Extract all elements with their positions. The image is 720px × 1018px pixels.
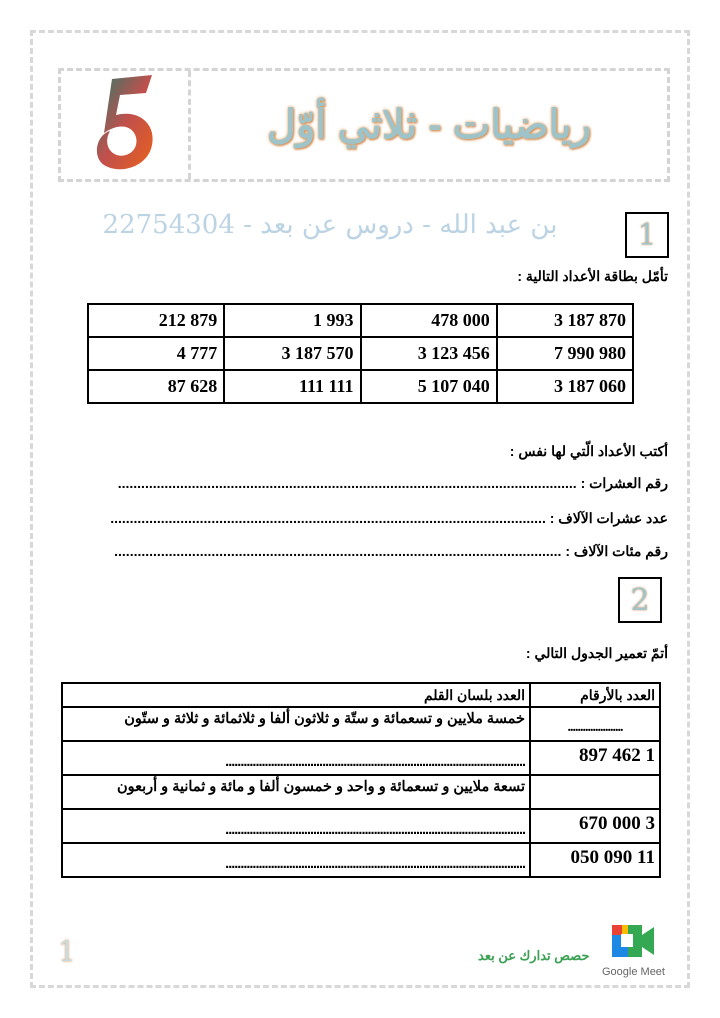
fill-line-ten-thousands-count[interactable]: عدد عشرات الآلاف : .....................… (110, 510, 668, 527)
words-cell: خمسة ملايين و تسعمائة و ستّة و ثلاثون أل… (61, 706, 531, 742)
table-row: 212 879 1 993 478 000 3 187 870 (86, 303, 635, 338)
page-title: رياضيات - ثلاثي أوّل (266, 103, 592, 147)
exercise-1-prompt: أكتب الأعداد الّتي لها نفس : (509, 443, 668, 459)
table-row: 1 462 897 ..............................… (61, 740, 661, 776)
answer-dots: ........................................… (114, 543, 562, 559)
digits-input[interactable]: ...................... (529, 706, 661, 742)
number-five-logo-icon (96, 75, 153, 170)
table-cell: 3 187 060 (495, 369, 635, 404)
exercise-2-number: 2 (618, 577, 662, 623)
header-words: العدد بلسان القلم (61, 682, 531, 708)
table-row: 87 628 111 111 5 107 040 3 187 060 (86, 369, 635, 404)
digits-cell: 3 000 670 (529, 808, 661, 844)
watermark: بن عبد الله - دروس عن بعد - 22754304 (102, 210, 558, 240)
title-cell: رياضيات - ثلاثي أوّل (191, 71, 667, 179)
exercise-1-number: 1 (625, 212, 669, 258)
line-label: رقم مئات الآلاف : (565, 543, 668, 559)
table-cell: 3 123 456 (359, 336, 498, 371)
fill-line-tens-digit[interactable]: رقم العشرات : ..........................… (118, 475, 668, 492)
table-cell: 4 777 (86, 336, 226, 371)
table-header-row: العدد بالأرقام العدد بلسان القلم (61, 682, 661, 708)
exercise-2-instruction: أتمّ تعمير الجدول التالي : (525, 645, 668, 661)
table-cell: 3 187 570 (223, 336, 362, 371)
logo-cell (61, 71, 191, 179)
exercise-1-instruction: تأمّل بطاقة الأعداد التالية : (517, 268, 668, 284)
table-cell: 111 111 (223, 369, 362, 404)
table-cell: 478 000 (359, 303, 498, 338)
line-label: عدد عشرات الآلاف : (549, 510, 668, 526)
table-row: تسعة ملايين و تسعمائة و واحد و خمسون ألف… (61, 774, 661, 810)
table-row: 11 090 050 .............................… (61, 842, 661, 878)
table-cell: 212 879 (86, 303, 226, 338)
page-number: 1 (58, 935, 76, 968)
google-meet-label: Google Meet (602, 966, 665, 978)
header: رياضيات - ثلاثي أوّل (58, 68, 670, 182)
number-cards-table: 212 879 1 993 478 000 3 187 870 4 777 3 … (86, 303, 635, 404)
line-label: رقم العشرات : (580, 475, 668, 491)
words-cell: تسعة ملايين و تسعمائة و واحد و خمسون ألف… (61, 774, 531, 810)
table-cell: 7 990 980 (495, 336, 635, 371)
table-cell: 1 993 (223, 303, 362, 338)
number-words-table: العدد بالأرقام العدد بلسان القلم .......… (61, 682, 661, 878)
table-cell: 87 628 (86, 369, 226, 404)
table-cell: 5 107 040 (359, 369, 498, 404)
words-input[interactable]: ........................................… (61, 808, 531, 844)
fill-line-hundred-thousands-digit[interactable]: رقم مئات الآلاف : ......................… (114, 543, 668, 560)
table-row: 3 000 670 ..............................… (61, 808, 661, 844)
digits-cell: 1 462 897 (529, 740, 661, 776)
table-cell: 3 187 870 (495, 303, 635, 338)
table-row: 4 777 3 187 570 3 123 456 7 990 980 (86, 336, 635, 371)
header-digits: العدد بالأرقام (529, 682, 661, 708)
footer-slogan: حصص تدارك عن بعد (478, 948, 590, 963)
words-input[interactable]: ........................................… (61, 842, 531, 878)
page-border (30, 30, 690, 988)
table-row: ...................... خمسة ملايين و تسع… (61, 706, 661, 742)
digits-input[interactable] (529, 774, 661, 810)
answer-dots: ........................................… (110, 510, 546, 526)
google-meet-icon (612, 925, 654, 957)
words-input[interactable]: ........................................… (61, 740, 531, 776)
answer-dots: ........................................… (117, 475, 577, 491)
digits-cell: 11 090 050 (529, 842, 661, 878)
